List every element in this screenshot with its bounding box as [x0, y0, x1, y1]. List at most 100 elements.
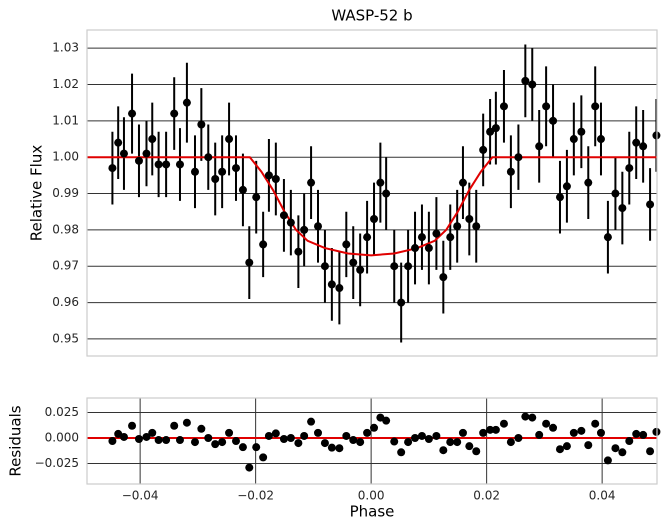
data-point: [356, 265, 365, 274]
y-tick-label: 0.025: [45, 405, 79, 419]
data-point: [453, 438, 462, 447]
data-point: [154, 160, 163, 169]
data-point: [555, 445, 564, 454]
data-point: [342, 240, 351, 249]
data-point: [264, 431, 273, 440]
data-point: [294, 439, 303, 448]
data-point: [286, 218, 295, 227]
data-point: [569, 428, 578, 437]
data-point: [259, 240, 268, 249]
y-tick-label: 1.00: [52, 150, 79, 164]
data-point: [584, 441, 593, 450]
data-point: [245, 463, 254, 472]
data-point: [128, 421, 137, 430]
data-point: [472, 447, 481, 456]
y-tick-label: 0.95: [52, 331, 79, 345]
y-tick-label: 1.02: [52, 77, 79, 91]
data-point: [499, 102, 508, 111]
data-point: [300, 225, 309, 234]
data-point: [625, 164, 634, 173]
x-tick-label: 0.02: [473, 489, 500, 503]
y-axis-label: Relative Flux: [28, 145, 46, 242]
data-point: [591, 419, 600, 428]
data-point: [363, 428, 372, 437]
data-point: [279, 435, 288, 444]
data-point: [632, 429, 641, 438]
data-point: [528, 80, 537, 89]
data-point: [584, 178, 593, 187]
y-tick-label: 1.03: [52, 41, 79, 55]
x-tick-label: 0.04: [589, 489, 616, 503]
data-point: [491, 124, 500, 133]
data-point: [314, 428, 323, 437]
data-point: [542, 419, 551, 428]
data-point: [204, 433, 213, 442]
data-point: [646, 447, 655, 456]
data-point: [479, 428, 488, 437]
plot-frame: [86, 397, 658, 485]
data-point: [535, 430, 544, 439]
data-point: [458, 428, 467, 437]
data-point: [404, 262, 413, 271]
data-point: [225, 428, 234, 437]
data-point: [486, 425, 495, 434]
data-point: [382, 416, 391, 425]
data-point: [521, 76, 530, 85]
data-point: [542, 102, 551, 111]
data-point: [108, 164, 117, 173]
data-point: [128, 109, 137, 118]
data-point: [218, 438, 227, 447]
data-point: [382, 189, 391, 198]
chart-title: WASP-52 b: [331, 7, 412, 25]
data-point: [639, 430, 648, 439]
y-tick-label: −0.025: [35, 456, 79, 470]
data-point: [225, 135, 234, 144]
data-point: [356, 438, 365, 447]
data-point: [514, 153, 523, 162]
x-axis-label: Phase: [350, 503, 395, 521]
data-point: [577, 426, 586, 435]
data-point: [218, 167, 227, 176]
x-tick-label: 0.00: [358, 489, 385, 503]
data-point: [204, 153, 213, 162]
data-point: [562, 442, 571, 451]
data-point: [370, 214, 379, 223]
data-point: [591, 102, 600, 111]
data-point: [499, 419, 508, 428]
data-point: [335, 444, 344, 453]
data-point: [404, 438, 413, 447]
data-point: [453, 222, 462, 231]
data-point: [142, 149, 151, 158]
data-point: [148, 428, 157, 437]
data-point: [170, 421, 179, 430]
data-point: [611, 189, 620, 198]
data-point: [162, 160, 171, 169]
data-point: [569, 135, 578, 144]
y-tick-label: 1.01: [52, 113, 79, 127]
x-tick-label: −0.02: [237, 489, 274, 503]
y-axis-label: Residuals: [7, 405, 25, 476]
data-point: [514, 433, 523, 442]
data-point: [611, 444, 620, 453]
data-point: [327, 443, 336, 452]
data-point: [307, 178, 316, 187]
data-point: [271, 175, 280, 184]
data-point: [486, 127, 495, 136]
data-point: [175, 436, 184, 445]
data-point: [535, 142, 544, 151]
data-point: [370, 423, 379, 432]
y-tick-label: 0.97: [52, 259, 79, 273]
data-point: [465, 442, 474, 451]
data-point: [549, 423, 558, 432]
data-point: [397, 448, 406, 457]
data-point: [190, 438, 199, 447]
data-point: [294, 247, 303, 256]
data-point: [314, 222, 323, 231]
data-point: [432, 431, 441, 440]
data-point: [238, 443, 247, 452]
data-point: [363, 233, 372, 242]
data-point: [134, 435, 143, 444]
data-point: [327, 280, 336, 289]
data-point: [376, 178, 385, 187]
